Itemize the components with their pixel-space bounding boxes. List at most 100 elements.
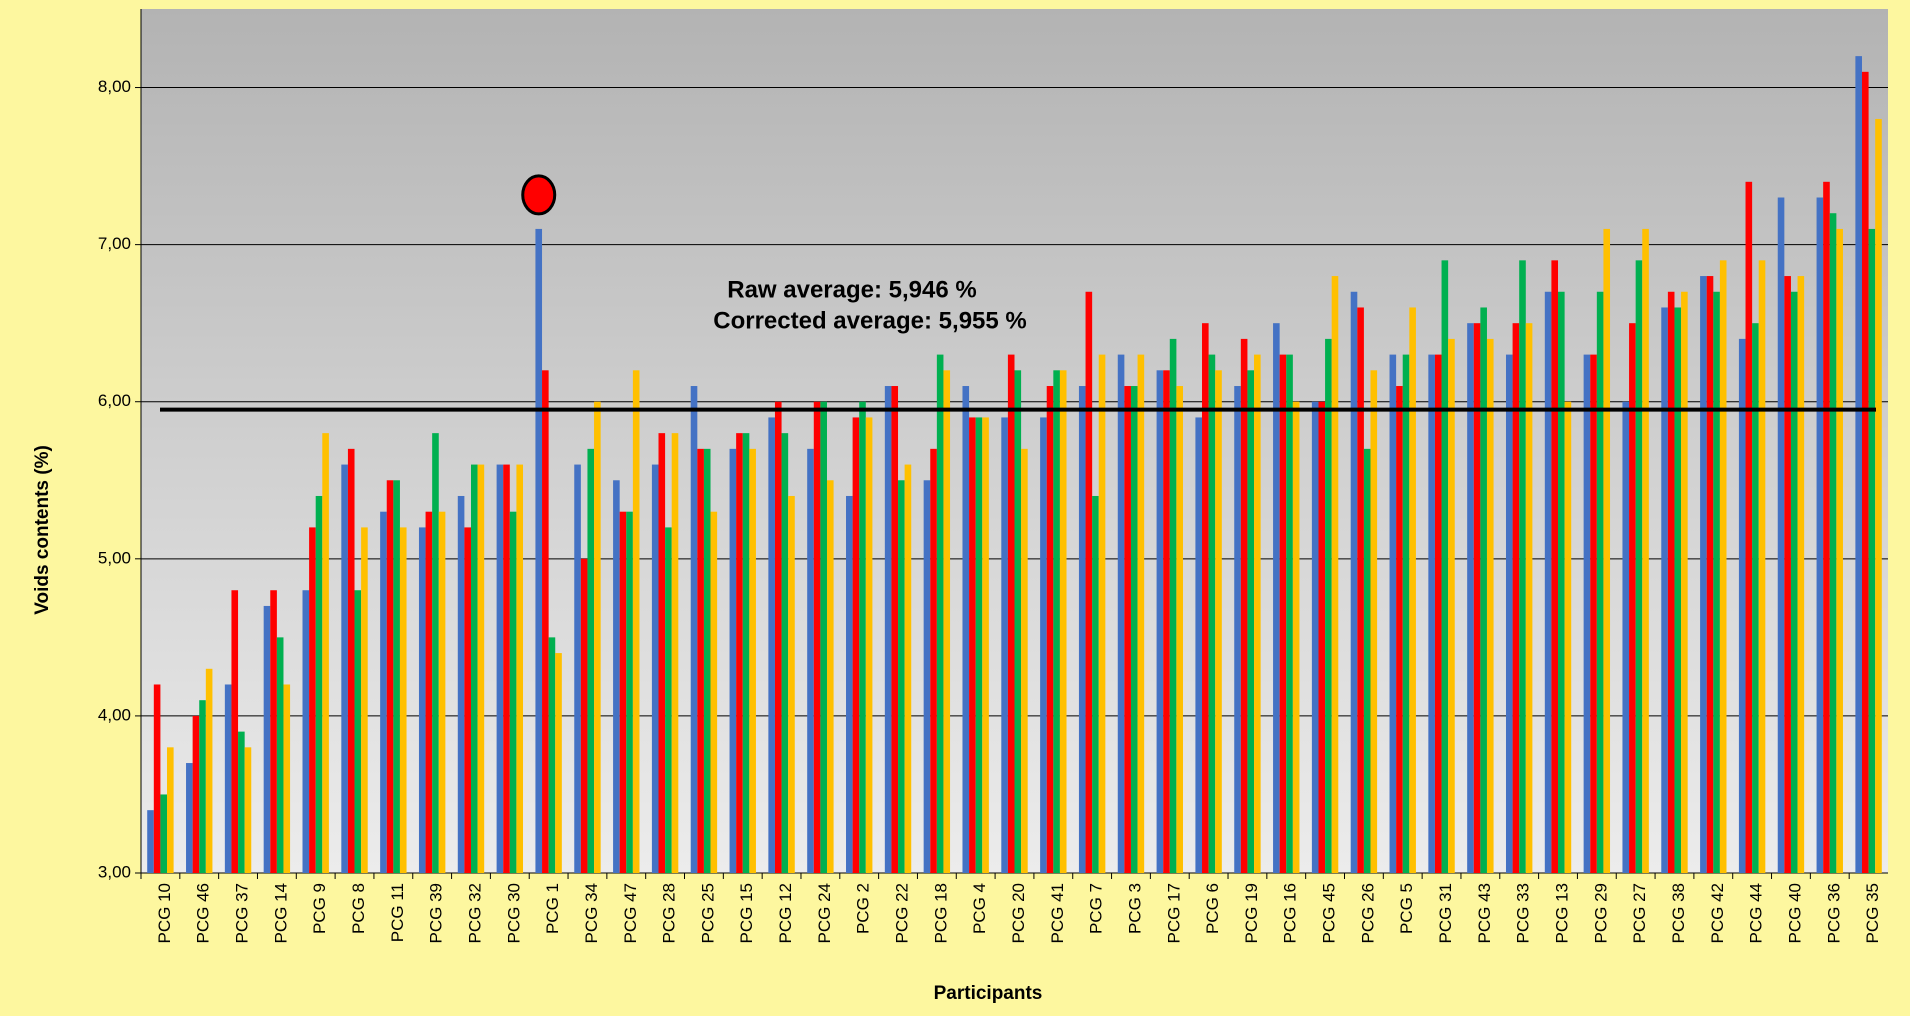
bar (1208, 354, 1216, 874)
bar (1564, 401, 1572, 873)
bar (244, 747, 252, 873)
bar (982, 417, 989, 873)
x-tick-label: PCG 31 (1436, 883, 1455, 943)
bar (729, 448, 737, 873)
y-tick-label: 4,00 (98, 705, 131, 724)
bar (341, 464, 348, 873)
bar (393, 480, 400, 873)
bar (1331, 276, 1339, 873)
bar (1590, 354, 1597, 874)
bar (813, 401, 821, 873)
bar (1551, 260, 1559, 873)
bar (1137, 354, 1145, 874)
bar (1001, 417, 1008, 873)
x-tick-label: PCG 5 (1397, 883, 1416, 934)
x-tick-label: PCG 8 (349, 883, 368, 934)
x-tick-label: PCG 24 (815, 883, 834, 943)
bar (788, 495, 795, 873)
x-tick-label-group: PCG 26 (1358, 883, 1377, 943)
bar (263, 605, 271, 873)
bar (1745, 181, 1753, 874)
y-tick-label: 8,00 (98, 77, 131, 96)
x-tick-label: PCG 1 (543, 883, 562, 934)
bar (1797, 276, 1805, 873)
bar (1706, 276, 1714, 873)
y-axis-title: Voids contents (%) (32, 445, 53, 615)
bar (1512, 323, 1520, 873)
bar (1357, 307, 1364, 873)
x-tick-label: PCG 15 (737, 883, 756, 943)
x-tick-label-group: PCG 30 (504, 883, 523, 943)
x-tick-label-group: PCG 12 (776, 883, 795, 943)
x-tick-label-group: PCG 7 (1087, 883, 1106, 934)
bar (160, 794, 168, 873)
bar (1434, 354, 1442, 874)
bar (503, 464, 510, 873)
bar (1117, 354, 1125, 874)
bar (807, 448, 814, 873)
y-tick-label: 7,00 (98, 234, 131, 253)
bar (1124, 386, 1131, 873)
x-tick-label: PCG 18 (931, 883, 950, 943)
x-tick-label: PCG 28 (660, 883, 679, 943)
bar (1370, 370, 1378, 873)
x-tick-label: PCG 14 (271, 883, 290, 943)
bar (354, 590, 362, 873)
bar (574, 464, 581, 873)
bar (594, 401, 601, 873)
bar (1558, 291, 1565, 873)
x-tick-label: PCG 13 (1552, 883, 1571, 943)
x-tick-label-group: PCG 10 (155, 883, 174, 943)
x-tick-label: PCG 45 (1320, 883, 1339, 943)
x-tick-label: PCG 12 (776, 883, 795, 943)
x-tick-label-group: PCG 17 (1164, 883, 1183, 943)
bar (477, 464, 485, 873)
bar (1078, 386, 1086, 873)
bar (1700, 276, 1707, 873)
bar (859, 401, 866, 873)
bar (309, 527, 316, 873)
bar (1195, 417, 1203, 873)
bar (774, 401, 782, 873)
bar (1486, 338, 1494, 874)
x-tick-label-group: PCG 42 (1708, 883, 1727, 943)
bar (749, 448, 756, 873)
bar (1674, 307, 1682, 873)
bar (192, 715, 200, 873)
bar (768, 417, 775, 873)
bar (703, 448, 711, 873)
bar (826, 480, 834, 873)
bar (1040, 417, 1047, 873)
bar (671, 433, 679, 873)
bar (846, 495, 853, 873)
x-tick-label-group: PCG 45 (1320, 883, 1339, 943)
bar (1777, 197, 1785, 873)
bar (1021, 448, 1028, 873)
bar (535, 228, 543, 874)
x-tick-label: PCG 46 (194, 883, 213, 943)
x-tick-label-group: PCG 2 (854, 883, 873, 934)
y-tick-label: 3,00 (98, 862, 131, 881)
bar (697, 448, 704, 873)
x-tick-label-group: PCG 16 (1281, 883, 1300, 943)
bar (457, 495, 465, 873)
bar (1596, 291, 1604, 873)
x-tick-label-group: PCG 15 (737, 883, 756, 943)
bar (930, 448, 937, 873)
bar (580, 558, 588, 873)
bar (1661, 307, 1668, 873)
x-tick-label-group: PCG 31 (1436, 883, 1455, 943)
bar (1441, 260, 1449, 873)
bar (322, 433, 329, 873)
x-tick-label: PCG 9 (310, 883, 329, 934)
bar (1473, 323, 1481, 873)
bar (205, 668, 213, 873)
bar (555, 653, 562, 873)
bar (1389, 354, 1397, 874)
x-tick-label-group: PCG 22 (893, 883, 912, 943)
x-tick-label-group: PCG 6 (1203, 883, 1222, 934)
bar (386, 480, 394, 873)
bar (1292, 401, 1300, 873)
bar (1254, 354, 1261, 874)
x-tick-label: PCG 35 (1863, 883, 1882, 943)
